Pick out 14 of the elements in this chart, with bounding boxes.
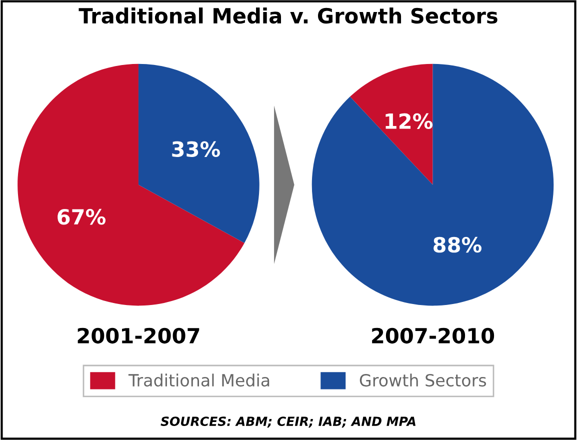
pie-slice xyxy=(18,64,244,306)
text: 2007-2010 xyxy=(372,328,494,344)
text: 2001-2007 xyxy=(78,328,200,344)
pie-slice xyxy=(312,64,554,306)
data-label: 67% xyxy=(58,208,106,225)
legend-label: Growth Sectors xyxy=(360,374,486,387)
data-label: 12% xyxy=(386,113,433,130)
legend-label: Traditional Media xyxy=(128,374,270,387)
chart-title: Traditional Media v. Growth Sectors xyxy=(78,8,498,24)
source-note: SOURCES: ABM; CEIR; IAB; AND MPA xyxy=(160,416,416,428)
data-label: 88% xyxy=(434,236,482,253)
pie-slice xyxy=(138,64,260,244)
pie-slice xyxy=(350,64,433,185)
data-label: 33% xyxy=(172,141,220,157)
